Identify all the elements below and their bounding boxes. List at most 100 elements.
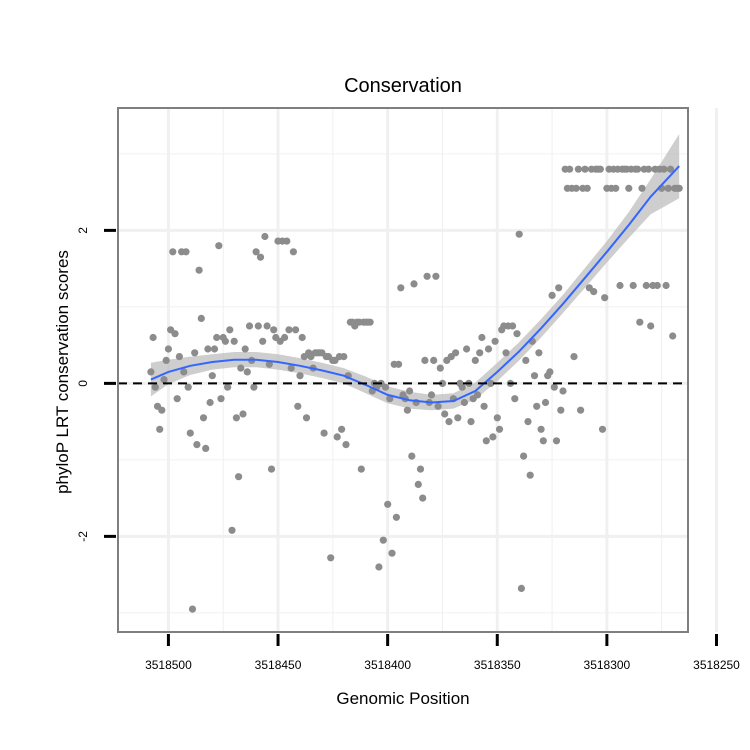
data-point — [287, 364, 295, 372]
data-point — [653, 281, 661, 290]
data-point — [259, 337, 267, 345]
data-point — [647, 322, 655, 330]
data-point — [427, 391, 436, 399]
data-point — [406, 387, 414, 395]
data-point — [634, 165, 642, 173]
data-point — [289, 248, 297, 256]
data-point — [421, 356, 429, 364]
data-point — [416, 465, 425, 473]
data-point — [333, 433, 341, 441]
data-point — [186, 429, 194, 437]
data-point — [445, 418, 453, 426]
data-point — [292, 326, 300, 334]
data-point — [397, 284, 405, 292]
data-point — [270, 326, 278, 334]
data-point — [147, 368, 155, 376]
data-point — [581, 165, 589, 173]
data-point — [572, 184, 580, 192]
data-point — [476, 349, 484, 357]
data-point — [526, 471, 534, 479]
data-point — [261, 232, 269, 241]
axes: 3518500 3518450 3518400 3518350 3518300 35182… — [76, 227, 740, 672]
data-point — [629, 281, 637, 290]
data-point — [241, 345, 249, 353]
data-point — [245, 322, 254, 330]
x-tick-label: 3518300 — [584, 658, 631, 672]
data-point — [250, 383, 258, 391]
data-point — [375, 563, 383, 571]
data-point — [478, 333, 486, 342]
panel-border — [117, 107, 689, 633]
data-point — [156, 425, 164, 433]
data-point — [285, 326, 293, 334]
data-point — [484, 345, 493, 353]
data-point — [199, 414, 208, 422]
data-point — [583, 184, 591, 192]
data-point — [550, 383, 558, 391]
data-point — [243, 368, 251, 376]
data-point — [517, 584, 526, 593]
data-point — [574, 165, 583, 173]
data-point — [423, 272, 431, 280]
data-point — [471, 356, 479, 364]
data-point — [460, 398, 468, 407]
data-point — [232, 414, 240, 422]
x-tick-label: 3518400 — [364, 658, 411, 672]
data-point — [577, 406, 585, 414]
smooth-line — [150, 165, 680, 404]
confidence-band — [150, 134, 680, 411]
data-point — [294, 402, 302, 410]
data-point — [160, 376, 168, 384]
data-point — [283, 237, 291, 245]
data-point — [522, 356, 530, 364]
data-point — [669, 332, 677, 340]
data-point — [638, 184, 646, 192]
data-point — [598, 425, 607, 433]
data-point — [489, 433, 497, 441]
data-point — [388, 549, 396, 557]
data-point — [625, 184, 633, 192]
x-tick-label: 3518250 — [693, 658, 740, 672]
data-point — [320, 429, 328, 437]
data-point — [298, 333, 306, 342]
data-point — [636, 318, 644, 326]
data-point — [210, 345, 219, 353]
data-point — [452, 349, 460, 357]
data-point — [511, 395, 519, 403]
data-point — [660, 165, 668, 173]
data-point — [463, 345, 471, 353]
data-point — [182, 248, 190, 256]
data-point — [357, 465, 365, 473]
data-point — [366, 318, 374, 326]
y-tick-label: -2 — [76, 531, 90, 542]
data-point — [239, 410, 247, 418]
data-point — [533, 402, 541, 410]
y-tick-label: 2 — [76, 227, 90, 234]
data-point — [664, 184, 672, 192]
data-point — [235, 473, 243, 481]
data-point — [493, 414, 501, 422]
data-point — [513, 330, 521, 338]
y-axis-title: phyloP LRT conservation scores — [53, 250, 72, 494]
data-point — [480, 402, 488, 410]
scatter-points — [147, 165, 683, 613]
data-point — [169, 248, 177, 256]
data-point — [570, 353, 578, 361]
data-point — [221, 337, 229, 345]
data-point — [164, 345, 172, 353]
data-point — [473, 391, 482, 399]
data-point — [403, 406, 411, 414]
y-tick-label: 0 — [76, 380, 90, 387]
data-point — [430, 356, 438, 364]
data-point — [217, 395, 225, 403]
data-point — [184, 383, 192, 391]
data-point — [408, 452, 416, 460]
x-tick-label: 3518350 — [474, 658, 521, 672]
data-point — [193, 441, 201, 449]
data-point — [434, 402, 442, 410]
data-point — [495, 425, 504, 433]
data-point — [237, 364, 245, 372]
data-point — [552, 437, 561, 445]
data-point — [226, 326, 234, 334]
